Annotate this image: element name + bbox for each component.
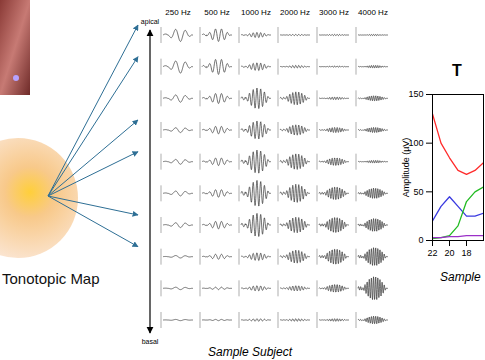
svg-text:50: 50 (413, 187, 423, 197)
svg-text:150: 150 (408, 89, 423, 99)
svg-text:Sample Subject: Sample Subject (208, 345, 293, 359)
svg-text:Tonotopic Map: Tonotopic Map (2, 270, 100, 287)
svg-text:3000 Hz: 3000 Hz (319, 8, 349, 17)
html-text:Sample: Sample (440, 270, 481, 284)
svg-text:20: 20 (444, 248, 454, 258)
svg-text:18: 18 (461, 248, 471, 258)
svg-text:Amplitude (µV): Amplitude (µV) (401, 138, 411, 198)
svg-text:4000 Hz: 4000 Hz (358, 8, 388, 17)
html-text:T: T (452, 62, 462, 79)
svg-text:2000 Hz: 2000 Hz (280, 8, 310, 17)
svg-text:22: 22 (427, 248, 437, 258)
svg-text:0: 0 (418, 235, 423, 245)
svg-text:250 Hz: 250 Hz (165, 8, 190, 17)
svg-text:100: 100 (408, 138, 424, 148)
svg-text:1000 Hz: 1000 Hz (241, 8, 271, 17)
svg-text:basal: basal (142, 338, 159, 345)
svg-text:apical: apical (141, 18, 160, 26)
svg-text:500 Hz: 500 Hz (204, 8, 229, 17)
